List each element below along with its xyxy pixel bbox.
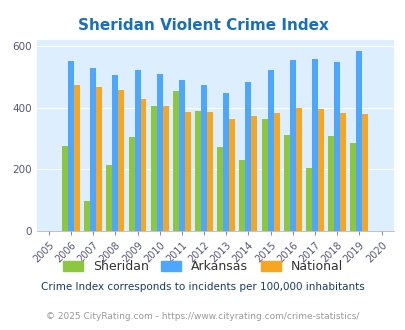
Bar [134, 71, 140, 231]
Bar [162, 106, 168, 231]
Bar [273, 113, 279, 231]
Bar [74, 85, 80, 231]
Bar [68, 61, 74, 231]
Bar [223, 93, 229, 231]
Bar [251, 116, 257, 231]
Bar [339, 114, 345, 231]
Bar [305, 168, 311, 231]
Bar [245, 82, 251, 231]
Text: Crime Index corresponds to incidents per 100,000 inhabitants: Crime Index corresponds to incidents per… [41, 282, 364, 292]
Bar [229, 119, 234, 231]
Bar [84, 201, 90, 231]
Bar [90, 68, 96, 231]
Bar [150, 106, 156, 231]
Bar [350, 143, 356, 231]
Bar [207, 112, 213, 231]
Bar [184, 112, 190, 231]
Bar [261, 119, 267, 231]
Bar [356, 51, 362, 231]
Bar [267, 71, 273, 231]
Bar [362, 114, 367, 231]
Bar [106, 165, 112, 231]
Bar [283, 135, 289, 231]
Bar [179, 80, 184, 231]
Bar [295, 108, 301, 231]
Bar [333, 62, 339, 231]
Text: © 2025 CityRating.com - https://www.cityrating.com/crime-statistics/: © 2025 CityRating.com - https://www.city… [46, 312, 359, 321]
Bar [311, 59, 317, 231]
Legend: Sheridan, Arkansas, National: Sheridan, Arkansas, National [58, 255, 347, 279]
Bar [289, 60, 295, 231]
Bar [140, 99, 146, 231]
Bar [62, 146, 68, 231]
Bar [128, 138, 134, 231]
Bar [327, 136, 333, 231]
Bar [112, 75, 118, 231]
Bar [317, 109, 323, 231]
Bar [200, 85, 207, 231]
Bar [96, 86, 102, 231]
Bar [173, 90, 179, 231]
Bar [156, 75, 162, 231]
Bar [217, 147, 223, 231]
Bar [195, 111, 200, 231]
Bar [239, 160, 245, 231]
Text: Sheridan Violent Crime Index: Sheridan Violent Crime Index [77, 18, 328, 33]
Bar [118, 90, 124, 231]
